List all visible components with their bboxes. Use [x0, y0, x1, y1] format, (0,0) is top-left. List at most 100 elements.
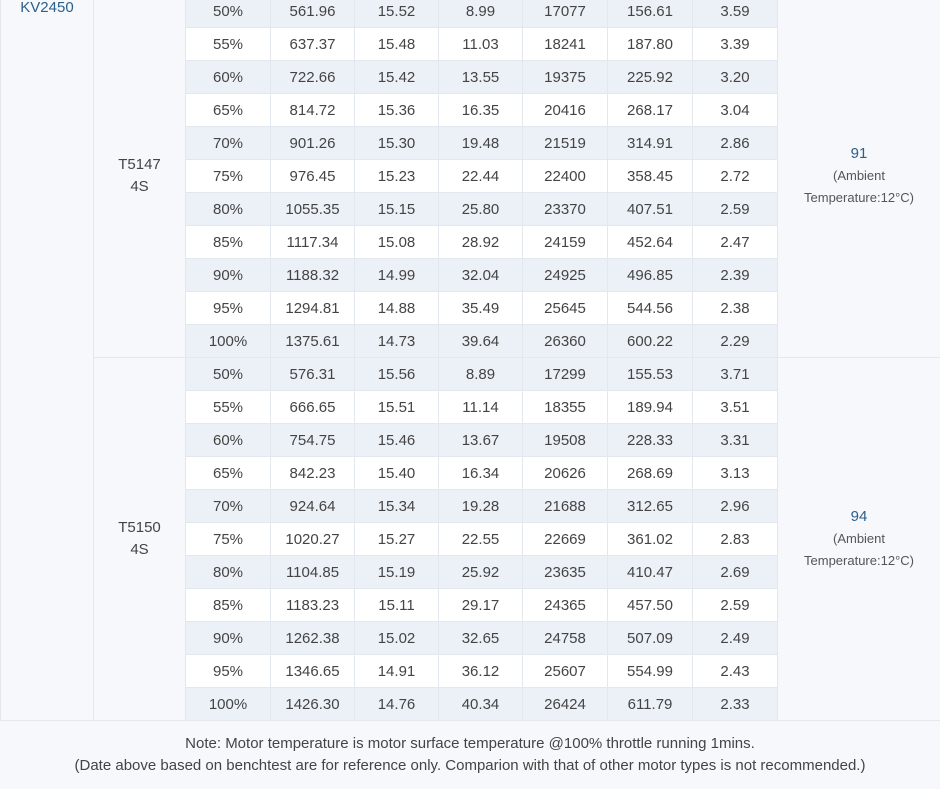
- table-cell: 457.50: [607, 588, 693, 622]
- propeller-label: 4S: [130, 178, 149, 195]
- table-cell: 15.11: [354, 588, 439, 622]
- table-row: 55% 666.65 15.51 11.14 18355 189.94 3.51: [1, 390, 940, 424]
- table-cell: 3.13: [692, 456, 778, 490]
- table-cell: 1375.61: [270, 324, 355, 358]
- table-row: 95% 1294.81 14.88 35.49 25645 544.56 2.38: [1, 291, 940, 325]
- table-cell: 65%: [185, 93, 271, 127]
- table-cell: 407.51: [607, 192, 693, 226]
- propeller-label: T5147: [118, 156, 161, 173]
- table-cell: 15.48: [354, 27, 439, 61]
- table-row: 95% 1346.65 14.91 36.12 25607 554.99 2.43: [1, 654, 940, 688]
- table-row: 60% 754.75 15.46 13.67 19508 228.33 3.31: [1, 423, 940, 457]
- table-cell: 554.99: [607, 654, 693, 688]
- table-row: 80% 1104.85 15.19 25.92 23635 410.47 2.69: [1, 555, 940, 589]
- table-cell: 15.23: [354, 159, 439, 193]
- table-cell: 95%: [185, 291, 271, 325]
- table-cell: 189.94: [607, 390, 693, 424]
- table-cell: 2.33: [692, 687, 778, 721]
- table-cell: 55%: [185, 27, 271, 61]
- table-cell: 1020.27: [270, 522, 355, 556]
- table-cell: 24925: [522, 258, 608, 292]
- table-cell: 20626: [522, 456, 608, 490]
- table-cell: 225.92: [607, 60, 693, 94]
- table-cell: 85%: [185, 588, 271, 622]
- table-cell: 80%: [185, 192, 271, 226]
- table-cell: 1183.23: [270, 588, 355, 622]
- table-cell: 15.27: [354, 522, 439, 556]
- table-cell: 268.17: [607, 93, 693, 127]
- temperature-value: 91: [850, 145, 868, 162]
- table-cell: 361.02: [607, 522, 693, 556]
- table-cell: 22400: [522, 159, 608, 193]
- table-row: 80% 1055.35 15.15 25.80 23370 407.51 2.59: [1, 192, 940, 226]
- footnote-line-1: Note: Motor temperature is motor surface…: [185, 735, 755, 752]
- table-body: KV2450 T5147 4S 50% 561.96 15.52 8.99 17077 156.…: [0, 0, 940, 721]
- table-cell: 600.22: [607, 324, 693, 358]
- table-cell: 15.56: [354, 357, 439, 391]
- table-cell: 100%: [185, 324, 271, 358]
- temperature-note: (Ambient: [832, 531, 886, 546]
- table-cell: 2.47: [692, 225, 778, 259]
- table-row: 60% 722.66 15.42 13.55 19375 225.92 3.20: [1, 60, 940, 94]
- table-cell: 1188.32: [270, 258, 355, 292]
- table-cell: 24758: [522, 621, 608, 655]
- table-cell: 17299: [522, 357, 608, 391]
- table-cell: 22.55: [438, 522, 523, 556]
- propeller-label: T5150: [118, 519, 161, 536]
- table-cell: 40.34: [438, 687, 523, 721]
- table-cell: 80%: [185, 555, 271, 589]
- table-cell: 19.48: [438, 126, 523, 160]
- table-cell: 23370: [522, 192, 608, 226]
- table-cell: 611.79: [607, 687, 693, 721]
- propeller-cell: T5147 4S: [93, 0, 186, 358]
- table-cell: 3.04: [692, 93, 778, 127]
- table-cell: 2.69: [692, 555, 778, 589]
- table-row: 65% 842.23 15.40 16.34 20626 268.69 3.13: [1, 456, 940, 490]
- table-cell: 312.65: [607, 489, 693, 523]
- table-cell: 70%: [185, 126, 271, 160]
- table-cell: 2.86: [692, 126, 778, 160]
- table-cell: 3.59: [692, 0, 778, 28]
- table-cell: 2.59: [692, 192, 778, 226]
- table-cell: 754.75: [270, 423, 355, 457]
- table-cell: 15.19: [354, 555, 439, 589]
- footnote-line-2: (Date above based on benchtest are for r…: [74, 757, 866, 774]
- table-cell: 2.38: [692, 291, 778, 325]
- table-cell: 25.92: [438, 555, 523, 589]
- table-cell: 814.72: [270, 93, 355, 127]
- table-cell: 15.46: [354, 423, 439, 457]
- table-cell: 901.26: [270, 126, 355, 160]
- temperature-note: (Ambient: [832, 168, 886, 183]
- table-cell: 21688: [522, 489, 608, 523]
- table-cell: 3.51: [692, 390, 778, 424]
- table-row: 90% 1262.38 15.02 32.65 24758 507.09 2.49: [1, 621, 940, 655]
- table-cell: 3.20: [692, 60, 778, 94]
- motor-test-table: KV2450 T5147 4S 50% 561.96 15.52 8.99 17077 156.…: [0, 0, 940, 721]
- table-cell: 3.31: [692, 423, 778, 457]
- table-cell: 561.96: [270, 0, 355, 28]
- table-cell: 15.30: [354, 126, 439, 160]
- table-cell: 90%: [185, 621, 271, 655]
- table-row: 70% 924.64 15.34 19.28 21688 312.65 2.96: [1, 489, 940, 523]
- temperature-note: Temperature:12°C): [804, 190, 914, 205]
- table-cell: 15.51: [354, 390, 439, 424]
- table-row: 85% 1183.23 15.11 29.17 24365 457.50 2.59: [1, 588, 940, 622]
- table-cell: 2.83: [692, 522, 778, 556]
- table-cell: 268.69: [607, 456, 693, 490]
- table-cell: 50%: [185, 0, 271, 28]
- table-cell: 32.65: [438, 621, 523, 655]
- table-cell: 100%: [185, 687, 271, 721]
- table-cell: 976.45: [270, 159, 355, 193]
- table-cell: 18355: [522, 390, 608, 424]
- table-cell: 410.47: [607, 555, 693, 589]
- table-cell: 25.80: [438, 192, 523, 226]
- table-row: 90% 1188.32 14.99 32.04 24925 496.85 2.39: [1, 258, 940, 292]
- table-cell: 26424: [522, 687, 608, 721]
- temperature-cell: 91 (Ambient Temperature:12°C): [777, 0, 940, 358]
- table-cell: 3.39: [692, 27, 778, 61]
- table-cell: 65%: [185, 456, 271, 490]
- table-cell: 15.36: [354, 93, 439, 127]
- propeller-cell: T5150 4S: [93, 357, 186, 721]
- table-cell: 14.76: [354, 687, 439, 721]
- table-cell: 13.67: [438, 423, 523, 457]
